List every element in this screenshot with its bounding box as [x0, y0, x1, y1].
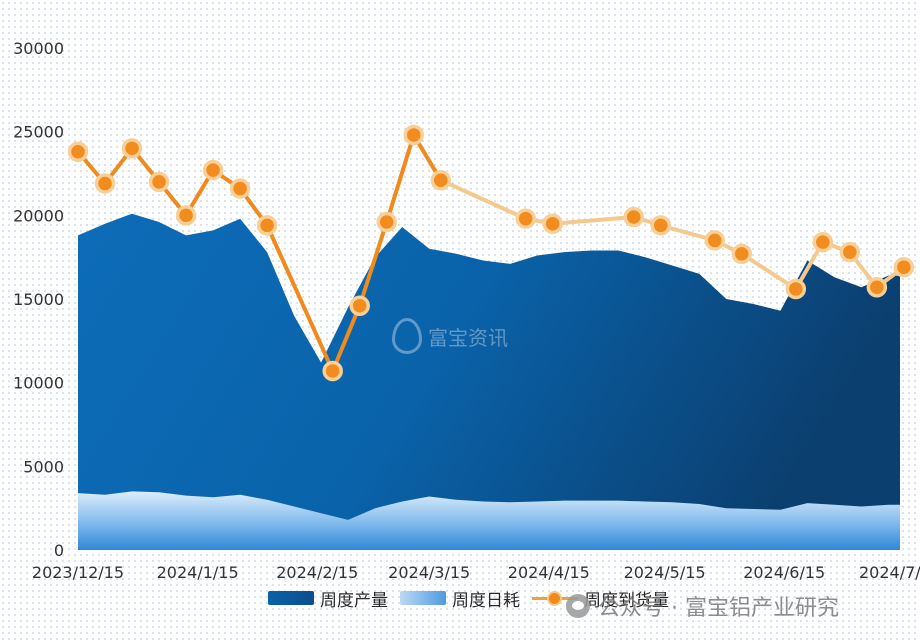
x-tick-label: 2024/3/15 — [388, 563, 470, 582]
brand-logo: 富宝资讯 — [392, 318, 508, 354]
y-tick-label: 10000 — [13, 374, 64, 393]
y-axis: 30000 25000 20000 15000 10000 5000 0 — [13, 39, 64, 560]
arrivals-line-segment — [384, 133, 416, 225]
arrivals-line-segment — [438, 178, 528, 221]
legend-item-arrivals: 周度到货量 — [532, 586, 669, 611]
arrivals-point — [731, 243, 753, 265]
x-tick-label: 2024/5/15 — [624, 563, 706, 582]
arrivals-line-segment — [330, 303, 362, 373]
x-axis: 2023/12/15 2024/1/15 2024/2/15 2024/3/15 202… — [32, 563, 920, 582]
legend-swatch-daily-consumption — [400, 591, 446, 605]
legend-item-daily-consumption: 周度日耗 — [400, 586, 520, 611]
daily-consumption-area — [78, 491, 900, 550]
brand-logo-text: 富宝资讯 — [428, 325, 508, 350]
arrivals-point — [403, 124, 424, 146]
arrivals-point — [839, 241, 861, 263]
legend-swatch-production — [268, 591, 314, 605]
arrivals-point — [623, 206, 644, 228]
y-tick-label: 5000 — [23, 457, 64, 476]
y-tick-label: 25000 — [13, 123, 64, 142]
legend-swatch-arrivals — [532, 591, 578, 606]
arrivals-point — [256, 215, 278, 236]
legend-label-arrivals: 周度到货量 — [584, 590, 669, 611]
legend-item-production: 周度产量 — [268, 586, 388, 611]
y-tick-label: 0 — [54, 541, 64, 560]
arrivals-line-segment — [357, 220, 389, 308]
production-area — [78, 213, 900, 550]
x-tick-label: 2023/12/15 — [32, 563, 124, 582]
arrivals-point — [202, 159, 224, 181]
chart-legend: 周度产量 周度日耗 周度到货量 — [268, 585, 673, 611]
brand-logo-mark — [392, 318, 422, 354]
watermark-text: 公众号 · 富宝铝产业研究 — [598, 596, 839, 621]
arrivals-point — [175, 205, 197, 226]
x-tick-label: 2024/1/15 — [157, 563, 239, 582]
arrivals-point — [229, 178, 251, 199]
arrivals-point — [812, 231, 834, 253]
arrivals-point — [650, 215, 671, 236]
arrivals-point — [893, 256, 915, 278]
arrivals-line-segment — [739, 251, 798, 291]
arrivals-point — [67, 141, 89, 162]
arrivals-point — [322, 360, 343, 382]
watermark: 公众号 · 富宝铝产业研究 — [566, 590, 839, 622]
wechat-icon — [566, 594, 590, 618]
arrivals-line-segment — [550, 215, 636, 226]
x-tick-label: 2024/7/15 — [859, 563, 920, 582]
arrivals-point — [515, 208, 536, 229]
arrivals-point — [376, 211, 397, 233]
x-tick-label: 2024/4/15 — [508, 563, 590, 582]
arrivals-point — [349, 295, 370, 316]
arrivals-line-segment — [265, 223, 335, 373]
y-tick-label: 15000 — [13, 290, 64, 309]
arrivals-point — [430, 169, 452, 191]
line-series — [67, 124, 915, 382]
arrivals-point — [866, 277, 888, 298]
legend-label-production: 周度产量 — [320, 590, 388, 611]
y-tick-label: 30000 — [13, 39, 64, 58]
area-series — [78, 213, 900, 550]
x-tick-label: 2024/2/15 — [276, 563, 358, 582]
arrivals-point — [121, 138, 143, 159]
arrivals-point — [94, 173, 116, 194]
x-tick-label: 2024/6/15 — [743, 563, 825, 582]
legend-label-daily-consumption: 周度日耗 — [452, 590, 520, 611]
arrivals-point — [542, 213, 563, 234]
y-tick-label: 20000 — [13, 206, 64, 225]
arrivals-point — [704, 230, 726, 251]
arrivals-point — [785, 278, 807, 300]
arrivals-point — [148, 171, 170, 193]
